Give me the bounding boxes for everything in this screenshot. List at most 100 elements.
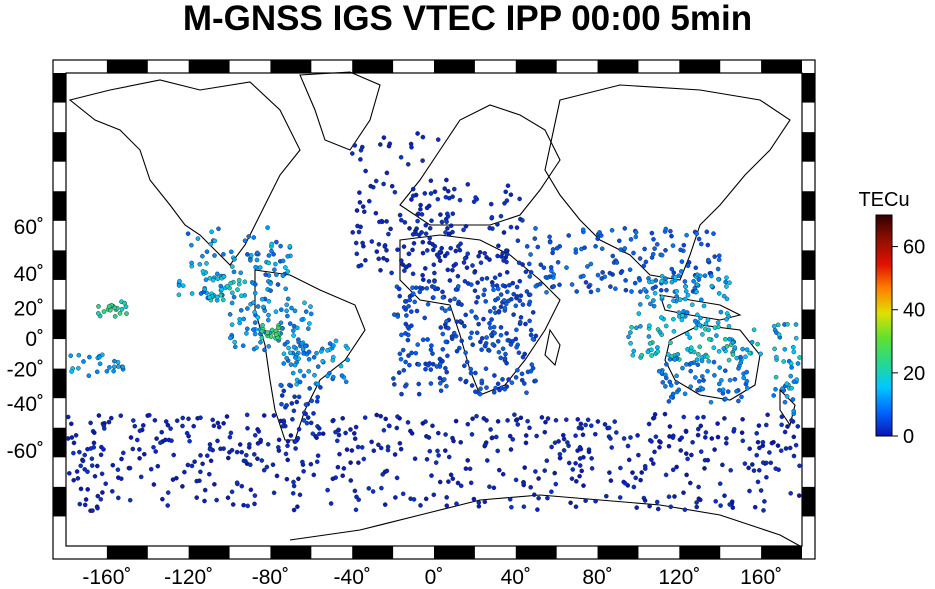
ipp-point — [127, 497, 133, 503]
ipp-point — [426, 279, 432, 284]
ipp-point — [705, 368, 710, 374]
ipp-point — [416, 381, 422, 387]
ipp-point — [739, 394, 744, 400]
ipp-point — [437, 258, 443, 264]
frame-segment-left — [53, 486, 66, 517]
ipp-point — [760, 443, 766, 449]
ipp-point — [334, 438, 340, 444]
ipp-point — [296, 394, 302, 400]
ipp-point — [337, 451, 342, 457]
ipp-point — [345, 346, 350, 351]
ipp-point — [185, 231, 191, 236]
ipp-point — [517, 278, 523, 284]
ipp-point — [245, 425, 250, 431]
ipp-point — [469, 309, 474, 314]
ipp-point — [236, 281, 242, 287]
ipp-point — [386, 423, 392, 429]
ipp-point — [500, 346, 506, 352]
ipp-point — [368, 183, 374, 189]
ipp-point — [254, 250, 260, 256]
ipp-point — [300, 459, 305, 465]
ipp-point — [573, 460, 578, 466]
ipp-point — [210, 277, 216, 283]
ipp-point — [82, 452, 87, 458]
ipp-point — [303, 402, 309, 407]
ipp-point — [705, 242, 711, 248]
ipp-point — [478, 260, 484, 266]
ipp-point — [306, 368, 312, 374]
ipp-point — [659, 294, 665, 300]
ipp-point — [564, 417, 569, 423]
ipp-point — [163, 437, 168, 443]
ipp-point — [780, 386, 785, 391]
ipp-point — [532, 492, 537, 498]
ipp-point — [488, 427, 493, 432]
ipp-point — [325, 348, 330, 353]
ipp-point — [286, 345, 291, 351]
ipp-point — [401, 367, 407, 373]
ipp-point — [297, 379, 303, 385]
ipp-point — [765, 412, 770, 418]
ipp-point — [475, 280, 480, 285]
ipp-point — [683, 296, 688, 302]
ipp-point — [500, 250, 506, 256]
ipp-point — [702, 273, 708, 279]
ipp-point — [776, 332, 782, 337]
ipp-point — [651, 461, 656, 466]
ipp-point — [743, 354, 748, 360]
ipp-point — [254, 345, 259, 351]
ipp-point — [755, 341, 760, 347]
ipp-point — [698, 423, 704, 429]
ipp-point — [486, 348, 492, 353]
ipp-point — [299, 341, 305, 347]
ipp-point — [516, 350, 522, 356]
ipp-point — [444, 495, 450, 500]
ipp-point — [506, 338, 512, 343]
colorbar-tick-label: 20 — [903, 363, 925, 385]
ipp-point — [696, 236, 702, 242]
ipp-point — [168, 426, 173, 431]
ipp-point — [791, 434, 797, 440]
ipp-point — [284, 476, 290, 482]
ipp-point — [517, 298, 523, 303]
ipp-point — [80, 458, 86, 464]
ipp-point — [348, 460, 353, 465]
ipp-point — [224, 414, 230, 419]
ipp-point — [674, 380, 680, 386]
ipp-point — [438, 388, 444, 394]
ipp-point — [318, 349, 324, 354]
frame-segment-top — [352, 60, 394, 73]
ipp-point — [266, 344, 272, 349]
ipp-point — [791, 408, 797, 414]
ipp-point — [677, 297, 683, 302]
ipp-point — [312, 372, 317, 378]
ipp-point — [717, 481, 723, 487]
ipp-point — [507, 282, 512, 288]
ipp-point — [437, 249, 443, 255]
ipp-point — [438, 325, 444, 330]
ipp-point — [392, 452, 398, 457]
ipp-point — [788, 373, 794, 379]
ipp-point — [738, 354, 743, 360]
ipp-point — [724, 275, 729, 281]
ipp-point — [442, 322, 448, 327]
ipp-point — [478, 339, 483, 345]
ipp-point — [583, 280, 589, 285]
ipp-point — [265, 317, 271, 323]
ipp-point — [695, 362, 701, 368]
ipp-point — [695, 272, 700, 278]
ipp-point — [491, 324, 497, 330]
ipp-point — [730, 505, 736, 510]
ipp-point — [446, 479, 451, 484]
ipp-point — [254, 257, 260, 263]
ipp-point — [772, 346, 777, 352]
ipp-point — [684, 472, 689, 478]
ipp-point — [165, 422, 171, 428]
ipp-point — [482, 250, 488, 256]
ipp-point — [514, 344, 519, 350]
ipp-point — [425, 301, 431, 307]
ipp-point — [119, 456, 124, 462]
ipp-point — [117, 310, 123, 316]
ipp-point — [701, 378, 706, 383]
ipp-point — [101, 447, 106, 452]
